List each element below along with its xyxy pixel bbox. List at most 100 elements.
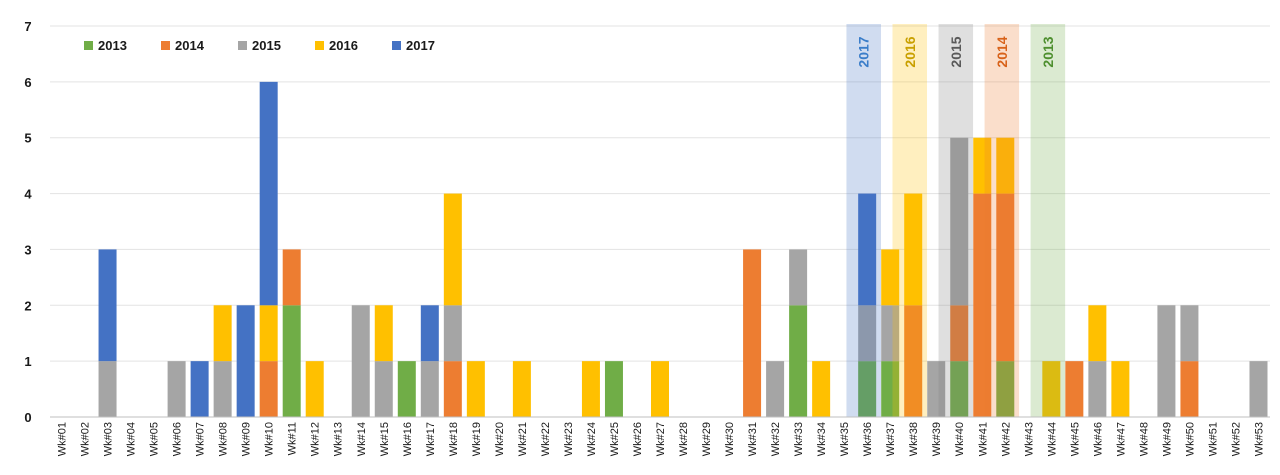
x-tick-label: Wk#08 bbox=[218, 422, 230, 456]
bar-segment-2016 bbox=[904, 193, 923, 306]
bar-segment-2016 bbox=[812, 361, 831, 417]
bar-segment-2017 bbox=[259, 81, 278, 306]
bar-segment-2015 bbox=[443, 305, 462, 362]
x-tick-label: Wk#41 bbox=[977, 422, 989, 456]
bar-segment-2014 bbox=[950, 305, 969, 362]
bar-segment-2016 bbox=[881, 249, 900, 306]
x-tick-label: Wk#48 bbox=[1138, 422, 1150, 456]
x-tick-label: Wk#29 bbox=[701, 422, 713, 456]
bar-segment-2015 bbox=[1157, 305, 1176, 417]
x-tick-label: Wk#36 bbox=[862, 422, 874, 456]
highlight-band bbox=[1030, 24, 1066, 417]
x-tick-label: Wk#25 bbox=[609, 422, 621, 456]
legend-label: 2013 bbox=[98, 38, 127, 53]
highlight-band-label: 2016 bbox=[902, 36, 918, 67]
x-tick-label: Wk#21 bbox=[517, 422, 529, 456]
y-tick-label: 5 bbox=[24, 131, 31, 146]
bar-segment-2015 bbox=[374, 361, 393, 417]
bar-segment-2016 bbox=[259, 305, 278, 362]
x-tick-label: Wk#05 bbox=[149, 422, 161, 456]
y-tick-label: 7 bbox=[24, 19, 31, 34]
legend-label: 2016 bbox=[329, 38, 358, 53]
bar-segment-2015 bbox=[1088, 361, 1107, 417]
bars bbox=[98, 81, 1268, 417]
bar-segment-2016 bbox=[512, 361, 531, 417]
x-tick-label: Wk#02 bbox=[80, 422, 92, 456]
x-tick-label: Wk#45 bbox=[1069, 422, 1081, 456]
legend-swatch bbox=[392, 41, 401, 50]
highlight-band-label: 2017 bbox=[856, 36, 872, 67]
bar-segment-2015 bbox=[1180, 305, 1199, 362]
y-tick-label: 6 bbox=[24, 75, 31, 90]
legend-item-2013: 2013 bbox=[84, 38, 127, 53]
x-tick-label: Wk#30 bbox=[724, 422, 736, 456]
bar-segment-2013 bbox=[397, 361, 416, 417]
bar-segment-2017 bbox=[236, 305, 255, 417]
bar-segment-2014 bbox=[996, 193, 1015, 362]
legend-item-2016: 2016 bbox=[315, 38, 358, 53]
legend-item-2014: 2014 bbox=[161, 38, 205, 53]
x-tick-label: Wk#43 bbox=[1023, 422, 1035, 456]
x-tick-label: Wk#26 bbox=[632, 422, 644, 456]
highlight-band bbox=[984, 24, 1020, 417]
bar-segment-2013 bbox=[881, 361, 900, 417]
y-tick-label: 1 bbox=[24, 354, 31, 369]
x-tick-label: Wk#24 bbox=[586, 422, 598, 456]
x-tick-label: Wk#44 bbox=[1046, 422, 1058, 456]
bar-segment-2015 bbox=[881, 305, 900, 362]
bar-segment-2016 bbox=[1042, 361, 1061, 417]
x-tick-label: Wk#53 bbox=[1253, 422, 1265, 456]
legend: 2013 2014 2015 2016 2017 bbox=[84, 38, 435, 53]
x-tick-label: Wk#23 bbox=[563, 422, 575, 456]
highlight-band-label: 2013 bbox=[1040, 36, 1056, 67]
x-tick-label: Wk#17 bbox=[425, 422, 437, 456]
x-tick-label: Wk#13 bbox=[333, 422, 345, 456]
x-tick-label: Wk#27 bbox=[655, 422, 667, 456]
y-tick-label: 3 bbox=[24, 242, 31, 257]
x-tick-label: Wk#52 bbox=[1230, 422, 1242, 456]
x-tick-label: Wk#38 bbox=[908, 422, 920, 456]
x-tick-label: Wk#37 bbox=[885, 422, 897, 456]
legend-swatch bbox=[315, 41, 324, 50]
legend-item-2015: 2015 bbox=[238, 38, 281, 53]
x-tick-label: Wk#03 bbox=[103, 422, 115, 456]
bar-segment-2015 bbox=[98, 361, 117, 417]
highlight-band bbox=[938, 24, 974, 417]
legend-item-2017: 2017 bbox=[392, 38, 435, 53]
x-tick-label: Wk#16 bbox=[402, 422, 414, 456]
y-tick-label: 2 bbox=[24, 298, 31, 313]
y-tick-label: 4 bbox=[24, 187, 32, 202]
highlight-band-label: 2014 bbox=[994, 36, 1010, 67]
bar-segment-2015 bbox=[213, 361, 232, 417]
bar-segment-2017 bbox=[190, 361, 209, 417]
x-tick-label: Wk#28 bbox=[678, 422, 690, 456]
x-tick-label: Wk#34 bbox=[816, 422, 828, 456]
x-tick-label: Wk#06 bbox=[172, 422, 184, 456]
legend-swatch bbox=[84, 41, 93, 50]
bar-segment-2013 bbox=[858, 361, 877, 417]
legend-label: 2015 bbox=[252, 38, 281, 53]
bar-segment-2013 bbox=[604, 361, 623, 417]
x-tick-label: Wk#32 bbox=[770, 422, 782, 456]
bar-segment-2015 bbox=[351, 305, 370, 417]
bar-segment-2013 bbox=[282, 305, 301, 417]
gridlines bbox=[50, 25, 1270, 362]
bar-segment-2014 bbox=[282, 249, 301, 306]
x-tick-label: Wk#47 bbox=[1115, 422, 1127, 456]
bar-segment-2016 bbox=[443, 193, 462, 306]
x-tick-label: Wk#12 bbox=[310, 422, 322, 456]
bar-segment-2015 bbox=[167, 361, 186, 417]
legend-swatch bbox=[238, 41, 247, 50]
bar-segment-2016 bbox=[581, 361, 600, 417]
bar-segment-2015 bbox=[950, 137, 969, 306]
x-tick-label: Wk#07 bbox=[195, 422, 207, 456]
x-axis-ticks: Wk#01 Wk#02 Wk#03 Wk#04 Wk#05 Wk#06 Wk#07 Wk#08… bbox=[57, 422, 1266, 456]
x-tick-label: Wk#14 bbox=[356, 422, 368, 456]
bar-segment-2017 bbox=[858, 193, 877, 306]
bar-segment-2015 bbox=[927, 361, 946, 417]
bar-segment-2013 bbox=[996, 361, 1015, 417]
bar-segment-2016 bbox=[1088, 305, 1107, 362]
bar-segment-2013 bbox=[950, 361, 969, 417]
bar-segment-2015 bbox=[1249, 361, 1268, 417]
bar-segment-2016 bbox=[213, 305, 232, 362]
